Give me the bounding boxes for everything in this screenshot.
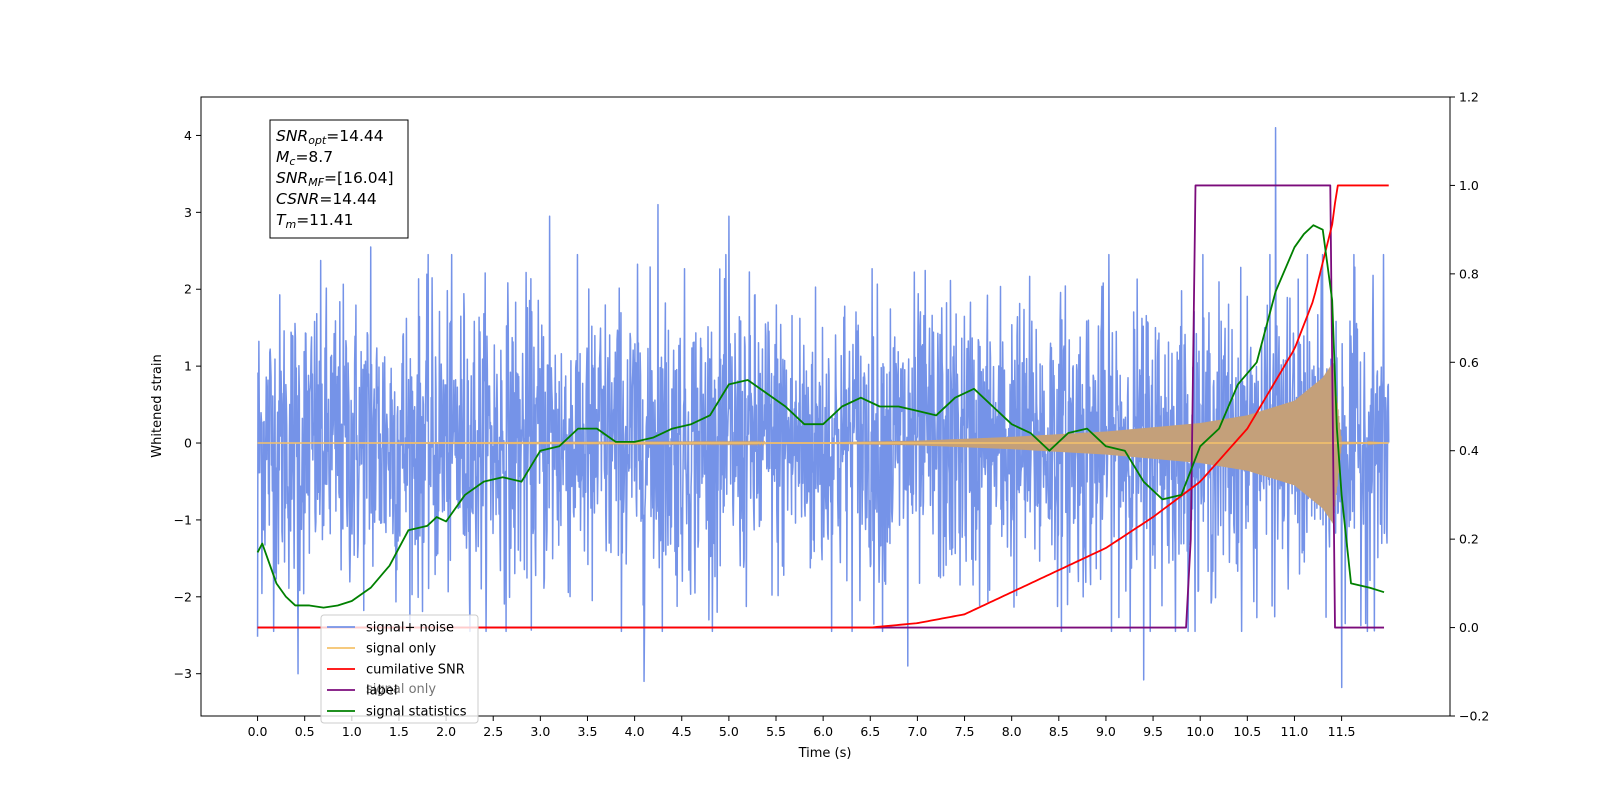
info-line: SNRMF=[16.04]	[276, 169, 394, 189]
x-tick-label: 3.0	[530, 724, 550, 739]
x-tick-label: 3.5	[578, 724, 598, 739]
series-signal-only	[257, 363, 1389, 524]
y-right-tick-label: 0.2	[1459, 532, 1479, 547]
y-right-tick-label: 0.0	[1459, 620, 1479, 635]
x-tick-label: 6.0	[813, 724, 833, 739]
legend-label: signal+ noise	[366, 621, 454, 636]
y-right-tick-label: 1.2	[1459, 90, 1479, 105]
plot-frame	[200, 96, 1451, 717]
info-box: SNRopt=14.44Mc=8.7SNRMF=[16.04]CSNR=14.4…	[269, 119, 409, 239]
x-tick-label: 6.5	[860, 724, 880, 739]
y-left-tick-label: 0	[184, 436, 192, 451]
y-right-tick-label: −0.2	[1459, 709, 1489, 724]
y-left-tick-label: 4	[184, 128, 192, 143]
y-right-tick-label: 0.8	[1459, 266, 1479, 281]
legend-label: label	[366, 684, 397, 699]
y-axis-right: −0.2 0.0 0.2 0.4 0.6 0.8 1.0 1.2	[1450, 90, 1489, 724]
x-axis: 0.0 0.5 1.0 1.5 2.0 2.5 3.0 3.5 4.0 4.5 5.0 5.5 6.0 6…	[248, 716, 1356, 739]
info-line: SNRopt=14.44	[276, 127, 384, 147]
info-box-frame	[269, 119, 409, 239]
x-tick-label: 10.0	[1186, 724, 1214, 739]
x-tick-label: 1.5	[389, 724, 409, 739]
x-tick-label: 0.0	[248, 724, 268, 739]
info-line: Mc=8.7	[276, 148, 333, 168]
x-tick-label: 1.0	[342, 724, 362, 739]
y-left-tick-label: 1	[184, 359, 192, 374]
y-left-tick-label: 2	[184, 282, 192, 297]
y-right-tick-label: 0.4	[1459, 443, 1479, 458]
x-axis-label: Time (s)	[798, 746, 852, 761]
legend-label: cumilative SNR	[366, 663, 465, 678]
y-left-tick-label: −1	[174, 512, 192, 527]
legend-label: signal only	[366, 642, 436, 657]
x-tick-label: 5.5	[766, 724, 786, 739]
x-tick-label: 0.5	[295, 724, 315, 739]
legend-hidden-text: signal only	[366, 682, 436, 697]
x-tick-label: 10.5	[1233, 724, 1261, 739]
legend-label: signal statistics	[366, 705, 467, 720]
x-tick-label: 9.0	[1096, 724, 1116, 739]
y-left-tick-label: −3	[174, 666, 192, 681]
y-left-tick-label: 3	[184, 205, 192, 220]
line-signal-statistics	[256, 224, 1385, 609]
y-axis-label: Whitened strain	[150, 354, 165, 457]
x-tick-label: 2.0	[436, 724, 456, 739]
x-tick-label: 4.5	[672, 724, 692, 739]
info-line: Tm=11.41	[276, 211, 354, 231]
x-tick-label: 5.0	[719, 724, 739, 739]
x-tick-label: 4.0	[625, 724, 645, 739]
x-tick-label: 8.5	[1049, 724, 1069, 739]
x-tick-label: 11.5	[1328, 724, 1356, 739]
line-label	[257, 184, 1385, 629]
x-tick-label: 2.5	[483, 724, 503, 739]
y-left-tick-label: −2	[174, 589, 192, 604]
x-tick-label: 7.5	[955, 724, 975, 739]
info-line: CSNR=14.44	[276, 190, 377, 208]
x-tick-label: 8.0	[1002, 724, 1022, 739]
x-tick-label: 11.0	[1281, 724, 1309, 739]
y-right-tick-label: 1.0	[1459, 178, 1479, 193]
legend-frame	[320, 614, 479, 724]
y-right-tick-label: 0.6	[1459, 355, 1479, 370]
x-tick-label: 9.5	[1143, 724, 1163, 739]
x-tick-label: 7.0	[907, 724, 927, 739]
y-axis-left: −3 −2 −1 0 1 2 3 4	[174, 128, 201, 681]
legend: signal only signal+ noise signal only cumil…	[320, 614, 479, 724]
